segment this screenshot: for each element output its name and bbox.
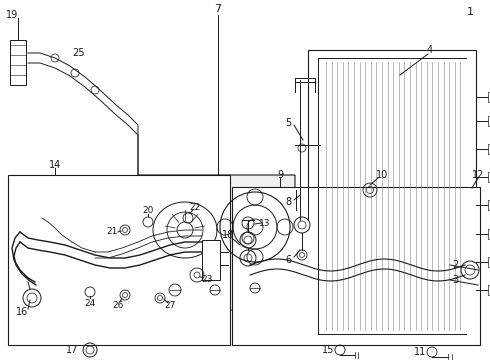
Text: 22: 22 bbox=[189, 202, 200, 212]
Text: 1: 1 bbox=[466, 7, 473, 17]
Text: 7: 7 bbox=[215, 4, 221, 14]
Text: 25: 25 bbox=[72, 48, 84, 58]
Text: 9: 9 bbox=[277, 170, 283, 180]
Text: 23: 23 bbox=[201, 275, 213, 284]
Text: 18: 18 bbox=[222, 230, 234, 240]
Text: 15: 15 bbox=[322, 345, 334, 355]
Bar bbox=[488, 285, 490, 295]
Text: 17: 17 bbox=[66, 345, 78, 355]
Text: 13: 13 bbox=[259, 219, 271, 228]
Text: 20: 20 bbox=[142, 206, 154, 215]
Text: 11: 11 bbox=[414, 347, 426, 357]
Text: 12: 12 bbox=[472, 170, 484, 180]
Bar bbox=[488, 257, 490, 267]
Bar bbox=[488, 92, 490, 102]
Bar bbox=[308, 50, 476, 342]
Text: 5: 5 bbox=[285, 118, 291, 128]
Bar bbox=[488, 172, 490, 182]
Text: 4: 4 bbox=[427, 45, 433, 55]
Text: 27: 27 bbox=[164, 302, 176, 310]
Bar bbox=[488, 201, 490, 210]
Text: 14: 14 bbox=[49, 160, 61, 170]
Bar bbox=[10, 40, 26, 85]
Text: 10: 10 bbox=[376, 170, 388, 180]
Text: 16: 16 bbox=[16, 307, 28, 317]
Bar bbox=[488, 229, 490, 239]
Text: 19: 19 bbox=[6, 10, 18, 20]
Text: 26: 26 bbox=[112, 302, 123, 310]
Bar bbox=[488, 116, 490, 126]
Bar bbox=[232, 187, 480, 345]
Text: 6: 6 bbox=[285, 255, 291, 265]
Text: 8: 8 bbox=[285, 197, 291, 207]
Text: 21: 21 bbox=[106, 228, 118, 237]
Bar bbox=[202, 240, 220, 280]
Text: 24: 24 bbox=[84, 298, 96, 307]
Polygon shape bbox=[138, 175, 295, 310]
Bar bbox=[488, 144, 490, 154]
Bar bbox=[8, 175, 230, 345]
Text: 3: 3 bbox=[452, 275, 458, 285]
Text: 2: 2 bbox=[452, 260, 458, 270]
